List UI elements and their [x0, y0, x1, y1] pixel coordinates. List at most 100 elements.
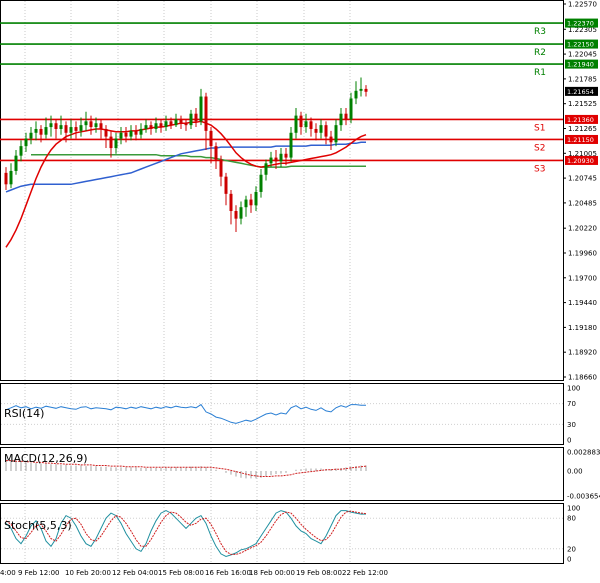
panel-frames — [0, 0, 564, 564]
candle-6 — [34, 121, 38, 141]
candle-62 — [314, 123, 318, 141]
candle-body — [179, 119, 183, 124]
candle-body — [119, 132, 123, 139]
candle-body — [84, 121, 88, 126]
candle-29 — [149, 121, 153, 135]
time-tick-1: 9 Feb 12:00 — [18, 569, 59, 577]
candle-body — [89, 121, 93, 128]
price-tick-3: 1.21785 — [568, 75, 597, 83]
candle-37 — [189, 109, 193, 129]
candle-0 — [4, 167, 8, 191]
stoch-signal-line — [5, 510, 367, 555]
candle-body — [279, 153, 283, 162]
stoch-title: Stoch(5,5,3) — [4, 519, 72, 532]
candle-66 — [334, 119, 338, 147]
candle-body — [44, 127, 48, 135]
candle-53 — [269, 151, 273, 168]
candle-body — [189, 113, 193, 126]
level-label-r2: R2 — [534, 48, 546, 58]
price-tag-r3: 1.22370 — [567, 20, 594, 28]
candle-55 — [279, 148, 283, 168]
candle-body — [309, 121, 313, 129]
level-label-r1: R1 — [534, 68, 546, 78]
candle-20 — [104, 125, 108, 149]
price-tag-r1: 1.21940 — [567, 61, 594, 69]
price-tick-12: 1.19440 — [568, 299, 597, 307]
candle-body — [324, 125, 328, 137]
candle-43 — [219, 155, 223, 187]
candle-body — [144, 125, 148, 129]
vertical-grid — [24, 1, 351, 563]
stoch-tick-1: 80 — [567, 515, 576, 523]
candle-54 — [274, 149, 278, 170]
price-tick-2: 1.22045 — [568, 51, 597, 59]
candle-15 — [79, 117, 83, 137]
price-tick-10: 1.19960 — [568, 249, 597, 257]
candle-9 — [49, 115, 53, 137]
rsi-level-lines — [1, 403, 563, 425]
candle-body — [54, 123, 58, 129]
candle-12 — [64, 121, 68, 143]
price-tags: 1.22370 1.22150 1.21940 1.21360 1.21150 1.209… — [565, 18, 598, 165]
candle-body — [304, 121, 308, 128]
candle-18 — [94, 117, 98, 133]
candle-body — [184, 123, 188, 126]
macd-title: MACD(12,26,9) — [4, 452, 88, 465]
price-tag-r1-bg — [565, 59, 598, 69]
candle-65 — [329, 130, 333, 150]
candle-body — [359, 88, 363, 91]
stoch-tick-2: 20 — [567, 545, 576, 553]
stoch-main-line — [5, 510, 366, 558]
time-tick-4: 15 Feb 08:00 — [158, 569, 204, 577]
candle-52 — [264, 159, 268, 181]
candle-body — [149, 125, 153, 129]
candle-body — [299, 115, 303, 128]
candle-61 — [309, 117, 313, 137]
rsi-tick-1: 70 — [567, 400, 576, 408]
candle-38 — [194, 107, 198, 128]
candle-4 — [24, 132, 28, 152]
candle-67 — [339, 107, 343, 131]
candle-body — [99, 123, 103, 129]
price-tick-5: 1.21265 — [568, 125, 597, 133]
candle-body — [254, 191, 258, 206]
candle-body — [29, 132, 33, 139]
candle-body — [234, 211, 238, 219]
candle-10 — [54, 119, 58, 139]
stoch-tick-0: 100 — [567, 505, 580, 513]
candle-70 — [354, 81, 358, 105]
candle-51 — [259, 169, 263, 198]
rsi-tick-0: 100 — [567, 385, 580, 393]
candle-body — [314, 128, 318, 133]
macd-tick-0: 0.002883 — [567, 449, 600, 457]
candle-body — [269, 157, 273, 164]
candle-56 — [284, 148, 288, 166]
indicator-axes: 100 70 30 0 0.002883 0.00 -0.003654 100 80 20 0 — [567, 385, 600, 564]
candle-body — [239, 207, 243, 219]
price-tick-8: 1.20485 — [568, 199, 597, 207]
macd-tick-2: -0.003654 — [567, 493, 600, 501]
candle-44 — [224, 172, 228, 206]
candle-body — [94, 123, 98, 128]
candle-3 — [19, 140, 23, 162]
time-axis: 4:00 9 Feb 12:00 10 Feb 20:00 12 Feb 04:00 1… — [0, 569, 388, 577]
macd-tick-1: 0.00 — [567, 468, 583, 476]
candle-26 — [134, 125, 138, 141]
candle-body — [209, 130, 213, 147]
macd-signal-line — [6, 460, 367, 477]
candle-body — [79, 125, 83, 131]
current-price-tag-bg — [565, 86, 598, 96]
candle-body — [284, 153, 288, 158]
candle-35 — [179, 115, 183, 129]
candle-40 — [204, 92, 208, 150]
candle-11 — [59, 115, 63, 135]
candle-body — [34, 128, 38, 133]
current-price-tag: 1.21654 — [567, 88, 594, 96]
candle-body — [194, 113, 198, 122]
candle-5 — [29, 127, 33, 145]
candle-42 — [214, 142, 218, 170]
candle-63 — [319, 119, 323, 139]
time-tick-0: 4:00 — [0, 569, 16, 577]
time-tick-3: 12 Feb 04:00 — [112, 569, 158, 577]
